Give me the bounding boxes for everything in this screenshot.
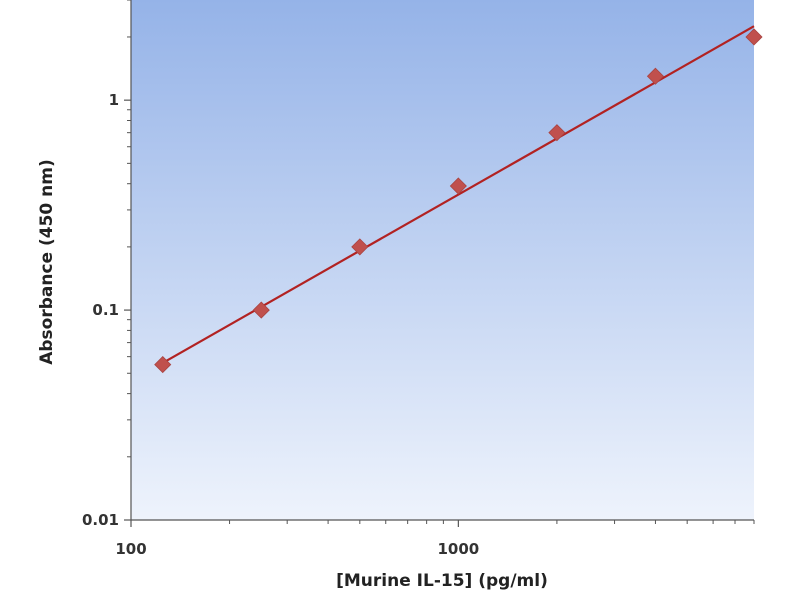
data-point xyxy=(745,28,763,46)
data-point xyxy=(154,356,172,374)
y-tick-label: 0.1 xyxy=(92,301,119,319)
x-minor-ticks xyxy=(229,520,755,524)
y-axis-title: Absorbance (450 nm) xyxy=(37,159,57,365)
data-point xyxy=(449,177,467,195)
y-minor-ticks xyxy=(127,0,131,458)
data-points xyxy=(154,28,763,374)
plot-area xyxy=(131,0,754,520)
y-major-ticks: 0.01 0.1 1 xyxy=(82,91,131,529)
y-tick-label: 0.01 xyxy=(82,511,119,529)
data-point xyxy=(252,301,270,319)
data-point xyxy=(646,67,665,85)
data-point xyxy=(351,238,369,256)
x-tick-label: 100 xyxy=(115,540,146,558)
data-point xyxy=(548,124,566,142)
x-tick-label: 1000 xyxy=(437,540,479,558)
x-major-ticks: 100 1000 xyxy=(115,520,479,558)
y-tick-label: 1 xyxy=(109,91,119,109)
x-axis-title: [Murine IL-15] (pg/ml) xyxy=(336,571,548,591)
